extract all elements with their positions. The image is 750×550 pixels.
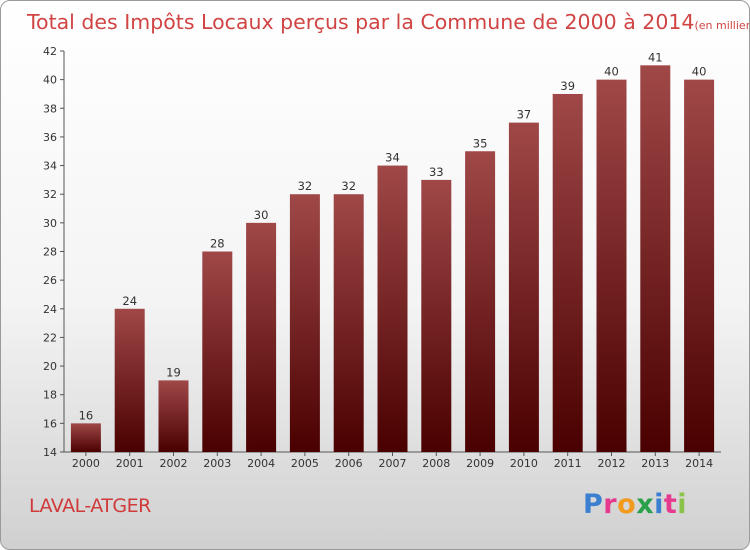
commune-name: LAVAL-ATGER <box>29 495 151 517</box>
x-tick-label-2014: 2014 <box>685 457 713 470</box>
value-label-2001: 24 <box>122 294 137 308</box>
x-tick-label-2013: 2013 <box>641 457 669 470</box>
value-label-2005: 32 <box>298 179 313 193</box>
y-tick-label: 42 <box>43 45 57 58</box>
value-label-2008: 33 <box>429 165 444 179</box>
bar-2006 <box>333 194 364 452</box>
x-tick-label-2004: 2004 <box>247 457 275 470</box>
x-tick-label-2000: 2000 <box>72 457 100 470</box>
value-label-2011: 39 <box>560 79 575 93</box>
value-label-2003: 28 <box>210 237 225 251</box>
value-label-2000: 16 <box>79 408 94 422</box>
value-label-2009: 35 <box>473 136 488 150</box>
y-tick-label: 14 <box>43 446 57 459</box>
bar-2004 <box>246 222 277 452</box>
bar-2001 <box>114 308 145 452</box>
x-tick-label-2012: 2012 <box>598 457 626 470</box>
x-tick-label-2003: 2003 <box>203 457 231 470</box>
bar-2003 <box>202 251 233 452</box>
bar-2007 <box>377 165 408 453</box>
value-label-2013: 41 <box>648 50 663 64</box>
bar-2009 <box>465 151 496 452</box>
x-tick-label-2009: 2009 <box>466 457 494 470</box>
y-tick-label: 36 <box>43 131 57 144</box>
axes: 14 16 18 20 22 24 26 28 30 32 34 36 38 40 42 2000 2001 20… <box>43 45 721 470</box>
bar-2002 <box>158 380 189 452</box>
bar-2012 <box>596 79 627 453</box>
bar-2014 <box>684 79 715 453</box>
y-tick-label: 30 <box>43 217 57 230</box>
logo-letter: i <box>654 489 664 520</box>
x-tick-label-2011: 2011 <box>554 457 582 470</box>
chart-title-unit: (en milliers d'€) <box>694 19 750 32</box>
x-tick-label-2005: 2005 <box>291 457 319 470</box>
bar-2008 <box>421 179 452 452</box>
logo-letter: o <box>617 489 637 520</box>
y-tick-label: 20 <box>43 360 57 373</box>
x-tick-label-2010: 2010 <box>510 457 538 470</box>
y-tick-label: 32 <box>43 188 57 201</box>
x-tick-label-2002: 2002 <box>160 457 188 470</box>
logo-letter: i <box>677 489 688 520</box>
logo-letter: r <box>603 489 618 520</box>
value-label-2014: 40 <box>692 65 707 79</box>
logo-letter: t <box>663 489 678 520</box>
bar-2010 <box>508 122 539 452</box>
chart-title: Total des Impôts Locaux perçus par la Co… <box>26 10 750 34</box>
y-tick-label: 40 <box>43 74 57 87</box>
value-label-2012: 40 <box>604 65 619 79</box>
bars: 16 24 19 28 30 32 32 34 33 35 37 39 40 41 40 <box>70 50 715 453</box>
y-tick-label: 34 <box>43 160 57 173</box>
value-label-2006: 32 <box>341 179 356 193</box>
y-tick-label: 24 <box>43 303 57 316</box>
x-tick-label-2007: 2007 <box>379 457 407 470</box>
bar-2005 <box>289 194 320 452</box>
bar-2013 <box>640 65 671 453</box>
bar-2000 <box>70 423 101 452</box>
x-tick-label-2001: 2001 <box>116 457 144 470</box>
y-tick-label: 26 <box>43 274 57 287</box>
logo-letter: P <box>583 489 604 520</box>
y-tick-label: 18 <box>43 389 57 402</box>
value-label-2002: 19 <box>166 365 181 379</box>
y-tick-label: 38 <box>43 102 57 115</box>
x-tick-label-2008: 2008 <box>422 457 450 470</box>
y-tick-label: 28 <box>43 246 57 259</box>
y-tick-label: 16 <box>43 417 57 430</box>
chart-title-main: Total des Impôts Locaux perçus par la Co… <box>26 10 694 34</box>
bar-2011 <box>552 93 583 452</box>
proxiti-logo: Proxiti <box>583 489 687 520</box>
value-label-2010: 37 <box>517 108 532 122</box>
value-label-2004: 30 <box>254 208 269 222</box>
logo-letter: x <box>636 489 655 520</box>
y-tick-label: 22 <box>43 331 57 344</box>
x-tick-label-2006: 2006 <box>335 457 363 470</box>
value-label-2007: 34 <box>385 151 400 165</box>
